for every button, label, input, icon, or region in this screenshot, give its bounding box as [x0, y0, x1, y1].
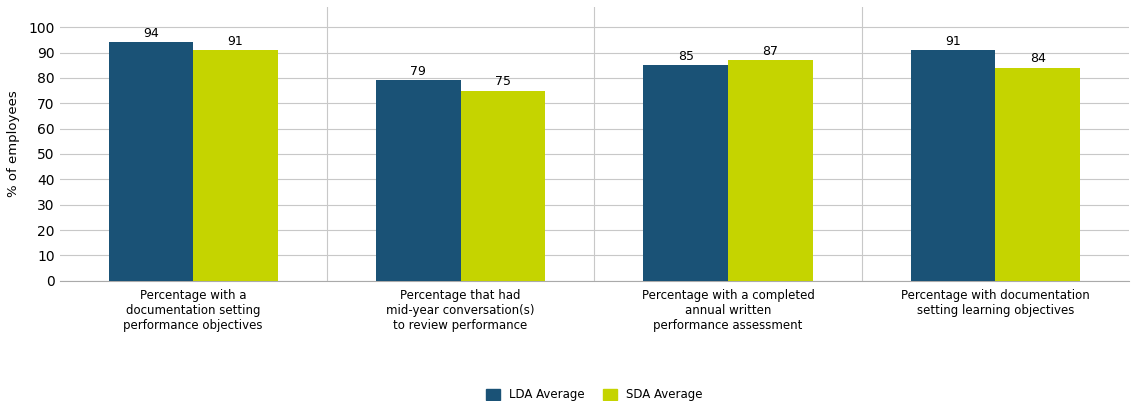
Text: 84: 84	[1029, 52, 1045, 65]
Bar	[995, 68, 1080, 281]
Bar	[460, 91, 545, 281]
Y-axis label: % of employees: % of employees	[7, 91, 20, 197]
Bar	[376, 81, 460, 281]
Legend: LDA Average, SDA Average: LDA Average, SDA Average	[481, 384, 708, 401]
Bar	[109, 43, 193, 281]
Text: 75: 75	[495, 75, 511, 88]
Bar	[728, 60, 812, 281]
Text: 85: 85	[678, 50, 694, 63]
Bar	[911, 50, 995, 281]
Text: 94: 94	[143, 27, 159, 40]
Text: 87: 87	[762, 45, 778, 58]
Text: 91: 91	[945, 34, 961, 47]
Text: 91: 91	[227, 34, 243, 47]
Bar	[193, 50, 278, 281]
Bar	[643, 65, 728, 281]
Text: 79: 79	[410, 65, 426, 78]
